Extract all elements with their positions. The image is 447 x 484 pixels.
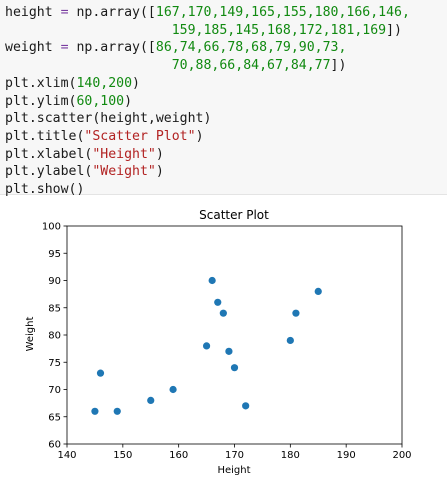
code-token: ) (155, 146, 164, 162)
scatter-point (147, 396, 155, 404)
code-token: = (60, 5, 69, 20)
code-token (5, 58, 172, 73)
code-line: plt.xlim(140,200) (5, 75, 140, 93)
code-token: np.array([ (68, 40, 156, 56)
code-line: plt.ylabel("Weight") (5, 163, 164, 181)
x-tick-label: 160 (169, 450, 188, 461)
x-tick-label: 190 (337, 450, 356, 461)
code-line: 159,185,145,168,172,181,169]) (5, 22, 402, 40)
code-token: plt.ylim( (5, 93, 77, 109)
code-token: = (60, 40, 69, 56)
x-axis-label: Height (217, 465, 250, 476)
scatter-chart: Scatter Plot 140 150 160 170 180 190 200 60 65 70… (25, 208, 412, 476)
code-line: weight = np.array([86,74,66,78,68,79,90,… (5, 39, 346, 57)
data-points (91, 276, 322, 415)
code-token: 70,88,66,84,67,84,77 (171, 58, 331, 74)
code-line: plt.ylim(60,100) (5, 93, 132, 111)
y-tick-label: 60 (48, 440, 61, 451)
scatter-point (286, 336, 294, 345)
scatter-point (91, 407, 99, 415)
code-token: "Height" (92, 146, 156, 162)
x-tick-label: 150 (113, 450, 132, 461)
y-tick-label: 65 (48, 412, 61, 423)
code-token: plt.scatter(height,weight) (5, 111, 212, 127)
code-token: plt.xlabel( (5, 146, 93, 162)
code-token: "Weight" (92, 164, 156, 180)
code-token: plt.show() (5, 182, 85, 197)
code-line: plt.title("Scatter Plot") (5, 128, 204, 146)
plot-output: Scatter Plot 140 150 160 170 180 190 200 60 65 70… (0, 200, 447, 480)
code-token: ]) (330, 58, 347, 74)
code-cell[interactable]: height = np.array([167,170,149,165,155,1… (0, 0, 447, 197)
y-tick-label: 90 (48, 276, 61, 287)
code-token: 140,200 (76, 75, 133, 91)
code-token: ) (195, 128, 204, 144)
code-line: 70,88,66,84,67,84,77]) (5, 57, 347, 75)
code-token: 60,100 (76, 93, 125, 109)
code-line: plt.scatter(height,weight) (5, 110, 211, 128)
code-token (5, 23, 172, 38)
code-token: plt.xlim( (5, 75, 77, 91)
scatter-point (113, 407, 121, 415)
code-token: weight (5, 40, 61, 56)
scatter-point (96, 369, 105, 377)
x-tick-label: 180 (281, 450, 300, 461)
scatter-point (169, 385, 177, 394)
scatter-point (202, 342, 211, 350)
axes: 140 150 160 170 180 190 200 60 65 70 75 80 85 90 95 100 (42, 222, 412, 462)
y-tick-label: 75 (48, 358, 61, 369)
code-token: 86,74,66,78,68,79,90,73, (155, 40, 347, 56)
chart-title: Scatter Plot (199, 208, 269, 222)
y-tick-label: 70 (48, 385, 61, 396)
code-token: 167,170,149,165,155,180,166,146, (155, 5, 410, 20)
code-token: ) (155, 164, 164, 180)
code-token: ) (124, 93, 133, 109)
x-tick-label: 200 (392, 450, 411, 461)
scatter-point (219, 309, 227, 317)
y-axis-label: Weight (25, 317, 36, 352)
scatter-point (208, 276, 216, 285)
scatter-point (292, 309, 300, 317)
code-token: ]) (386, 22, 402, 38)
scatter-point (242, 402, 250, 410)
scatter-point (230, 364, 239, 372)
code-line: plt.xlabel("Height") (5, 146, 164, 164)
code-token: ) (132, 75, 140, 91)
y-tick-label: 100 (42, 222, 61, 233)
y-tick-label: 80 (48, 331, 61, 342)
x-tick-label: 140 (57, 450, 76, 461)
code-token: height (5, 5, 61, 20)
y-tick-label: 85 (48, 303, 61, 314)
code-line: height = np.array([167,170,149,165,155,1… (5, 4, 410, 22)
code-token: plt.title( (5, 128, 85, 144)
code-token: 159,185,145,168,172,181,169 (171, 22, 387, 38)
scatter-point (314, 287, 322, 295)
x-tick-label: 170 (225, 450, 244, 461)
y-tick-label: 95 (48, 249, 61, 260)
code-token: np.array([ (68, 5, 156, 20)
scatter-point (214, 298, 222, 306)
code-token: plt.ylabel( (5, 164, 93, 180)
scatter-point (225, 347, 233, 355)
code-token: "Scatter Plot" (84, 128, 196, 144)
code-line: plt.show() (5, 181, 84, 199)
